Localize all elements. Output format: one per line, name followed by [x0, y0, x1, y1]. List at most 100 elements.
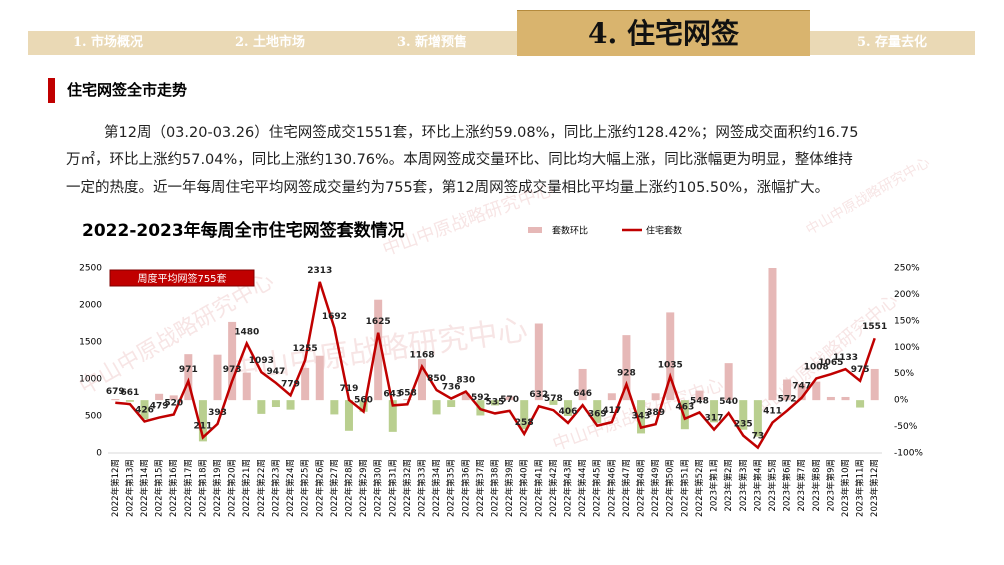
data-label: 592 [471, 393, 490, 403]
line [115, 281, 876, 450]
y2-tick-label: 50% [894, 369, 914, 379]
x-tick-label: 2022年第48周 [636, 459, 647, 517]
data-label: 73 [752, 432, 765, 442]
data-label: 479 [150, 402, 169, 412]
x-tick-label: 2023年第1周 [709, 459, 720, 512]
bar [286, 400, 295, 410]
x-tick-label: 2022年第43周 [563, 459, 574, 517]
x-tick-label: 2022年第25周 [300, 459, 311, 517]
data-label: 679 [106, 387, 125, 397]
tab[interactable]: 2. 土地市场 [234, 35, 306, 50]
data-label: 830 [456, 376, 475, 386]
x-tick-label: 2023年第2周 [723, 459, 734, 512]
data-label: 747 [792, 382, 811, 392]
bar [301, 367, 310, 401]
bar [622, 335, 631, 401]
bar [257, 400, 266, 414]
x-tick-label: 2022年第41周 [533, 459, 544, 517]
x-tick-label: 2023年第3周 [738, 459, 749, 512]
data-label: 850 [427, 374, 446, 384]
bar [417, 358, 426, 401]
legend-label: 套数环比 [552, 225, 588, 237]
data-label: 211 [194, 421, 213, 431]
data-label: 258 [515, 418, 534, 428]
bar [826, 396, 835, 401]
data-label: 1065 [818, 358, 843, 368]
x-tick-label: 2022年第50周 [665, 459, 676, 517]
x-tick-label: 2022年第31周 [387, 459, 398, 517]
y-tick-label: 2000 [79, 301, 102, 311]
x-tick-label: 2022年第42周 [548, 459, 559, 517]
data-label: 393 [208, 408, 227, 418]
x-tick-label: 2022年第15周 [154, 459, 165, 517]
data-label: 661 [121, 388, 140, 398]
x-tick-label: 2022年第12周 [110, 459, 121, 517]
tab[interactable]: 5. 存量去化 [856, 35, 928, 50]
bar [242, 372, 251, 401]
x-tick-label: 2022年第24周 [285, 459, 296, 517]
watermark: 中山中原战略研究中心 [380, 179, 556, 260]
data-label: 1625 [366, 317, 391, 327]
legend-label: 住宅套数 [646, 225, 682, 237]
annotation: 周度平均网签755套 [137, 272, 226, 285]
x-tick-label: 2022年第51周 [679, 459, 690, 517]
tab-active[interactable]: 4. 住宅网签 [517, 10, 810, 56]
bar [768, 268, 777, 401]
bar [169, 395, 178, 401]
x-tick-label: 2022年第38周 [490, 459, 501, 517]
data-label: 411 [763, 407, 782, 417]
x-tick-label: 2022年第30周 [373, 459, 384, 517]
bar [330, 400, 339, 415]
plot [111, 268, 879, 442]
data-label: 975 [851, 365, 870, 375]
x-tick-label: 2022年第46周 [606, 459, 617, 517]
data-label: 1133 [833, 353, 858, 363]
y2-tick-label: 0% [894, 396, 909, 406]
data-label: 548 [690, 396, 709, 406]
tab-label: 4. 住宅网签 [588, 17, 739, 50]
y2-tick-label: 250% [894, 264, 920, 274]
bar [680, 400, 689, 430]
legend-swatch [528, 227, 542, 233]
x-tick-label: 2023年第6周 [782, 459, 793, 512]
x-tick-label: 2022年第13周 [124, 459, 135, 517]
x-tick-label: 2022年第22周 [256, 459, 267, 517]
data-label: 520 [164, 399, 183, 409]
bar [593, 400, 602, 423]
x-tick-label: 2022年第27周 [329, 459, 340, 517]
x-tick-label: 2023年第12周 [869, 459, 880, 517]
bar [388, 400, 397, 432]
bar [870, 368, 879, 401]
y2-tick-label: 100% [894, 343, 920, 353]
x-tick-label: 2023年第11周 [855, 459, 866, 517]
y2-tick-label: 150% [894, 316, 920, 326]
x-tick-label: 2022年第19周 [212, 459, 223, 517]
bar [710, 400, 719, 423]
bar [724, 363, 733, 401]
y2-tick-label: -50% [894, 422, 918, 432]
x-tick-label: 2022年第45周 [592, 459, 603, 517]
bar [155, 393, 164, 401]
data-label: 560 [354, 396, 373, 406]
y-tick-label: 500 [85, 412, 102, 422]
data-label: 1692 [322, 312, 347, 322]
data-label: 417 [602, 406, 621, 416]
data-label: 632 [529, 390, 548, 400]
bar [564, 400, 573, 416]
data-label: 2313 [307, 266, 332, 276]
x-tick-label: 2022年第26周 [314, 459, 325, 517]
bar [695, 390, 704, 401]
bar [184, 354, 193, 401]
bar [783, 379, 792, 401]
bar [125, 400, 134, 402]
x-tick-label: 2022年第21周 [241, 459, 252, 517]
tab[interactable]: 1. 市场概况 [72, 35, 144, 50]
x-tick-label: 2022年第37周 [475, 459, 486, 517]
bar [315, 355, 324, 401]
data-label: 1168 [409, 351, 434, 361]
tab[interactable]: 3. 新增预售 [396, 35, 468, 50]
bar [198, 400, 207, 442]
data-label: 719 [340, 384, 359, 394]
data-label: 1551 [862, 322, 887, 332]
x-tick-label: 2022年第14周 [139, 459, 150, 517]
